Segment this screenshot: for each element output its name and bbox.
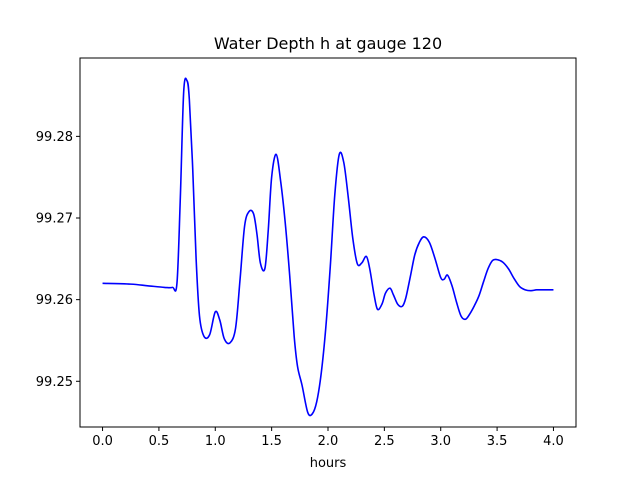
x-tick-label: 1.0 [205,434,226,449]
x-axis-label: hours [310,456,347,471]
y-tick-label: 99.26 [36,293,73,308]
y-tick-label: 99.25 [36,375,73,390]
x-tick-label: 2.5 [374,434,395,449]
axis-ticks: 0.0 0.5 1.0 1.5 2.0 2.5 3.0 3.5 4.0 99.25 99.26 99.… [36,130,564,449]
series-line [102,77,554,417]
plot-area [80,58,576,427]
y-tick-label: 99.27 [36,212,73,227]
x-tick-label: 3.5 [487,434,508,449]
x-tick-label: 4.0 [543,434,564,449]
chart-title: Water Depth h at gauge 120 [214,34,442,53]
x-tick-label: 2.0 [318,434,339,449]
plot-frame [79,57,577,428]
series-lines [102,77,554,417]
x-tick-label: 1.5 [261,434,282,449]
x-tick-label: 0.5 [149,434,170,449]
y-tick-label: 99.28 [36,130,73,145]
x-tick-label: 3.0 [430,434,451,449]
x-tick-label: 0.0 [92,434,113,449]
